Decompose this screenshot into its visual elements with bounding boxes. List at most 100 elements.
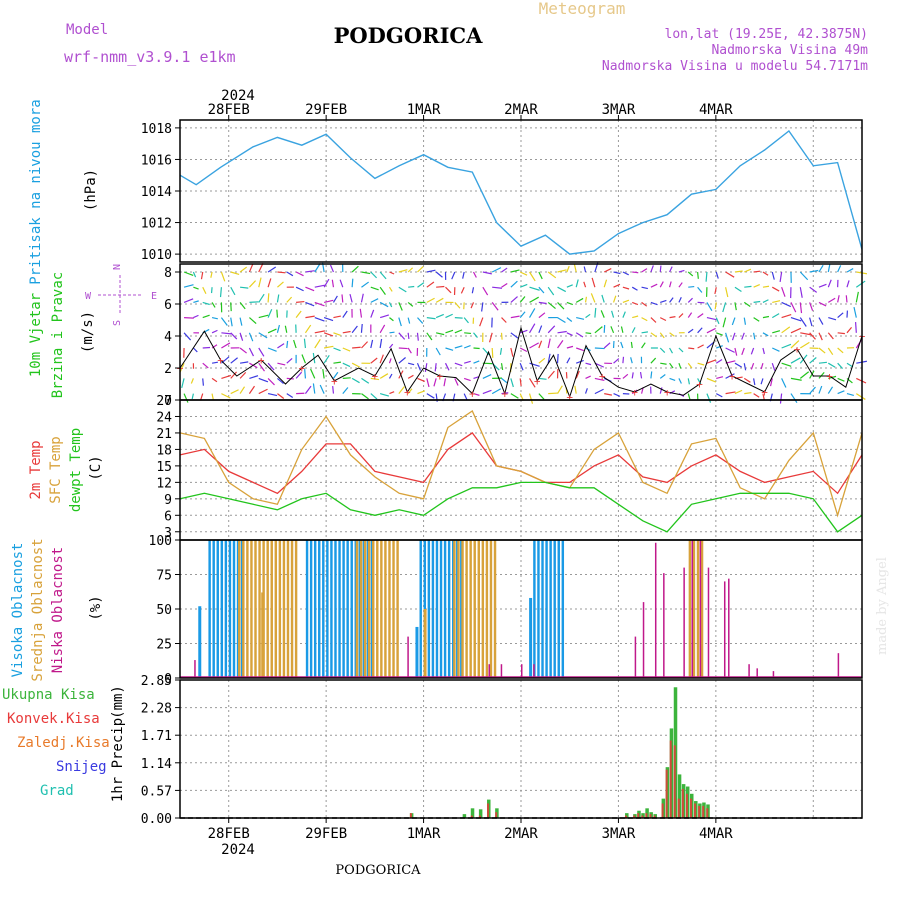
wind-barb bbox=[528, 393, 534, 404]
wind-barb bbox=[398, 317, 402, 327]
date-label-top: 1MAR bbox=[407, 102, 441, 118]
wind-barb bbox=[790, 302, 797, 313]
wind-barb bbox=[258, 377, 269, 383]
wind-barb bbox=[267, 347, 277, 352]
wind-barb bbox=[331, 279, 335, 288]
wind-barb bbox=[349, 293, 353, 303]
wind-barb bbox=[184, 317, 194, 319]
low-cloud-bar bbox=[728, 578, 730, 678]
date-label-top: 29FEB bbox=[305, 102, 347, 118]
wind-barb bbox=[323, 317, 334, 322]
wind-barb bbox=[622, 311, 626, 318]
wind-barb bbox=[519, 378, 522, 387]
wind-barb bbox=[248, 332, 254, 342]
wind-barb bbox=[853, 306, 857, 318]
wind-barb bbox=[501, 267, 508, 273]
mid-cloud-bar bbox=[359, 540, 363, 678]
low-cloud-bar bbox=[723, 581, 726, 678]
date-label-top: 2MAR bbox=[504, 102, 538, 118]
mid-cloud-bar bbox=[489, 540, 493, 678]
wind-barb bbox=[613, 271, 621, 275]
wind-barb bbox=[744, 268, 752, 273]
wind-barb bbox=[799, 371, 810, 379]
wind-barb bbox=[277, 362, 286, 366]
wind-barb bbox=[790, 377, 802, 381]
precip-legend-item: Snijeg bbox=[56, 759, 107, 775]
wind-barb bbox=[426, 281, 435, 288]
wind-barb bbox=[248, 347, 255, 357]
wind-barb bbox=[360, 293, 364, 303]
wind-barb bbox=[445, 286, 452, 294]
wind-barb bbox=[202, 286, 207, 295]
wind-barb bbox=[463, 393, 468, 401]
wind-barb bbox=[620, 326, 624, 333]
wind-barb bbox=[734, 286, 742, 293]
wind-barb bbox=[473, 393, 480, 396]
wind-barb bbox=[575, 279, 579, 288]
wind-barb bbox=[417, 266, 424, 273]
high-cloud-bar bbox=[529, 597, 533, 678]
wind-barb bbox=[190, 378, 194, 384]
mid-cloud-bar bbox=[261, 592, 265, 678]
wind-barb bbox=[762, 299, 769, 303]
wind-barb bbox=[434, 363, 437, 372]
high-cloud-bar bbox=[236, 540, 240, 678]
wind-barb bbox=[632, 271, 639, 274]
date-label-bottom: 4MAR bbox=[699, 826, 733, 842]
wind-barb bbox=[809, 302, 814, 311]
wind-barb bbox=[398, 357, 406, 364]
wind-barb bbox=[267, 266, 277, 273]
compass-label: E bbox=[151, 291, 157, 302]
wind-barb bbox=[239, 361, 249, 364]
precip-conv-bar bbox=[653, 815, 656, 818]
wind-barb bbox=[230, 389, 239, 395]
wind-barb bbox=[460, 286, 465, 294]
wind-barb bbox=[370, 298, 379, 303]
wind-barb bbox=[818, 264, 824, 273]
wind-speed-line bbox=[179, 326, 863, 399]
wind-barb bbox=[631, 286, 638, 291]
mid-cloud-bar bbox=[388, 540, 391, 678]
wind-barb bbox=[669, 297, 674, 303]
precip-conv-bar bbox=[661, 803, 664, 818]
wind-barb bbox=[454, 362, 463, 367]
wind-barb bbox=[743, 363, 747, 371]
wind-barb bbox=[370, 357, 378, 364]
wind-barb bbox=[697, 327, 703, 334]
wind-barb bbox=[220, 271, 226, 282]
mid-cloud-bar bbox=[700, 540, 704, 678]
y-tick-label: 21 bbox=[156, 427, 172, 442]
wind-barb bbox=[688, 285, 695, 288]
y-tick-label: 4 bbox=[164, 330, 172, 345]
wind-barb bbox=[781, 286, 786, 297]
wind-barb bbox=[696, 271, 699, 279]
wind-barb bbox=[491, 388, 502, 395]
wind-barb bbox=[482, 286, 489, 296]
wind-barb bbox=[445, 347, 454, 351]
y-tick-label: 1.14 bbox=[141, 757, 172, 772]
wind-barb bbox=[333, 315, 341, 319]
wind-barb bbox=[743, 317, 747, 325]
high-cloud-bar bbox=[557, 540, 560, 678]
wind-barb bbox=[538, 286, 545, 294]
wind-barb bbox=[454, 302, 461, 309]
precip-conv-bar bbox=[694, 803, 697, 818]
wind-barb bbox=[332, 386, 335, 394]
wind-barb bbox=[436, 332, 445, 336]
wind-barb bbox=[800, 332, 811, 336]
wind-gust-marker: + bbox=[729, 370, 736, 383]
high-cloud-bar bbox=[561, 540, 565, 678]
wind-gust-marker: + bbox=[469, 388, 476, 401]
wind-barb bbox=[351, 265, 359, 273]
wind-gust-marker: + bbox=[404, 386, 411, 399]
wind-barb bbox=[722, 317, 727, 328]
precip-conv-bar bbox=[495, 812, 498, 818]
mid-cloud-bar bbox=[473, 540, 476, 678]
wind-barb bbox=[220, 317, 228, 326]
wind-barb bbox=[714, 287, 717, 295]
wind-barb bbox=[827, 279, 832, 288]
wind-barb bbox=[221, 342, 231, 349]
wind-barb bbox=[622, 356, 625, 364]
high-cloud-bar bbox=[212, 540, 215, 678]
wind-barb bbox=[200, 271, 204, 280]
